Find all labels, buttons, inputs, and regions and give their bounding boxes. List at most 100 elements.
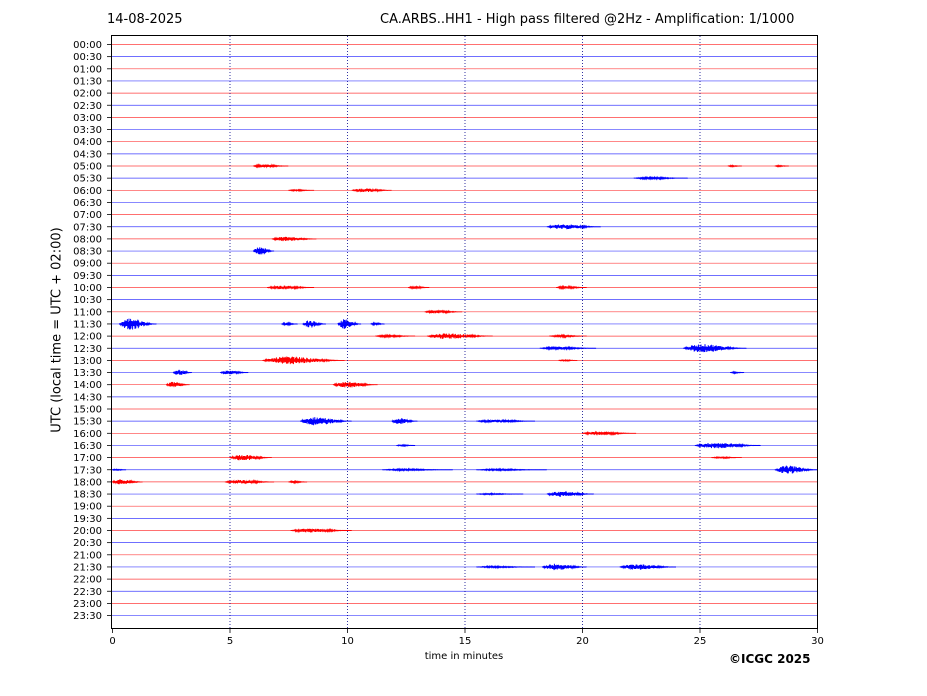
y-tick-label-07:30: 07:30 bbox=[73, 222, 102, 233]
y-tick-label-19:00: 19:00 bbox=[73, 502, 102, 513]
event-11:30-15 bbox=[302, 320, 327, 328]
event-17:00-37 bbox=[711, 456, 742, 460]
event-12:00-18 bbox=[375, 333, 416, 339]
event-17:30-41 bbox=[774, 465, 818, 474]
event-14:00-28 bbox=[165, 381, 190, 388]
event-17:30-38 bbox=[111, 468, 127, 472]
y-tick-label-15:00: 15:00 bbox=[73, 405, 102, 416]
event-10:00-11 bbox=[556, 284, 587, 291]
event-13:30-26 bbox=[219, 370, 249, 375]
event-06:00-5 bbox=[351, 187, 392, 193]
y-tick-label-04:30: 04:30 bbox=[73, 149, 102, 160]
event-16:00-33 bbox=[582, 430, 637, 436]
plot-frame bbox=[111, 35, 818, 629]
event-16:30-34 bbox=[396, 443, 416, 448]
event-13:00-23 bbox=[262, 356, 345, 365]
event-05:00-1 bbox=[727, 164, 742, 168]
trace-layer bbox=[111, 44, 818, 616]
y-tick-label-10:00: 10:00 bbox=[73, 283, 102, 294]
grid-layer bbox=[229, 36, 701, 628]
y-tick-label-11:00: 11:00 bbox=[73, 307, 102, 318]
x-tick-label-0: 0 bbox=[109, 636, 115, 647]
y-tick-label-03:30: 03:30 bbox=[73, 125, 102, 136]
event-15:30-32 bbox=[476, 418, 535, 424]
y-tick-label-11:30: 11:30 bbox=[73, 319, 102, 330]
y-tick-label-05:00: 05:00 bbox=[73, 162, 102, 173]
y-tick-label-10:30: 10:30 bbox=[73, 295, 102, 306]
y-tick-label-20:30: 20:30 bbox=[73, 538, 102, 549]
event-08:30-8 bbox=[252, 247, 275, 255]
event-12:30-21 bbox=[539, 345, 597, 351]
event-13:30-25 bbox=[172, 369, 192, 375]
x-tick-label-15: 15 bbox=[459, 636, 472, 647]
event-17:00-36 bbox=[229, 454, 272, 461]
event-13:00-24 bbox=[558, 358, 578, 362]
event-10:00-10 bbox=[408, 285, 430, 290]
y-tick-label-14:00: 14:00 bbox=[73, 380, 102, 391]
event-05:00-2 bbox=[774, 164, 789, 168]
event-11:30-16 bbox=[337, 319, 362, 329]
event-21:30-49 bbox=[541, 563, 587, 571]
event-12:00-20 bbox=[549, 333, 587, 339]
y-tick-label-18:00: 18:00 bbox=[73, 477, 102, 488]
y-tick-label-08:00: 08:00 bbox=[73, 234, 102, 245]
event-17:30-40 bbox=[476, 467, 547, 472]
x-axis: 0 5 10 15 20 25 30 bbox=[109, 628, 824, 647]
y-tick-label-23:30: 23:30 bbox=[73, 611, 102, 622]
y-tick-label-16:00: 16:00 bbox=[73, 429, 102, 440]
chart-title: CA.ARBS..HH1 - High pass filtered @2Hz -… bbox=[380, 12, 795, 27]
y-tick-label-18:30: 18:30 bbox=[73, 490, 102, 501]
y-tick-label-13:30: 13:30 bbox=[73, 368, 102, 379]
y-axis-label: UTC (local time = UTC + 02:00) bbox=[49, 227, 65, 433]
copyright-label: ©ICGC 2025 bbox=[729, 652, 811, 666]
y-tick-label-15:30: 15:30 bbox=[73, 417, 102, 428]
y-tick-label-04:00: 04:00 bbox=[73, 137, 102, 148]
y-tick-label-02:00: 02:00 bbox=[73, 89, 102, 100]
event-12:00-19 bbox=[426, 333, 493, 339]
y-tick-label-12:30: 12:30 bbox=[73, 344, 102, 355]
event-11:30-13 bbox=[118, 318, 157, 330]
y-tick-label-23:00: 23:00 bbox=[73, 599, 102, 610]
y-tick-label-12:00: 12:00 bbox=[73, 332, 102, 343]
y-tick-label-06:30: 06:30 bbox=[73, 198, 102, 209]
event-11:30-17 bbox=[370, 321, 385, 327]
x-tick-label-10: 10 bbox=[341, 636, 354, 647]
y-tick-label-21:00: 21:00 bbox=[73, 550, 102, 561]
event-06:00-4 bbox=[288, 188, 315, 193]
y-tick-label-08:30: 08:30 bbox=[73, 247, 102, 258]
event-18:30-45 bbox=[476, 492, 524, 496]
y-tick-label-02:30: 02:30 bbox=[73, 101, 102, 112]
x-axis-label: time in minutes bbox=[424, 651, 504, 662]
y-tick-label-01:00: 01:00 bbox=[73, 64, 102, 75]
event-10:00-9 bbox=[267, 284, 315, 291]
event-16:30-35 bbox=[694, 442, 761, 449]
y-tick-label-19:30: 19:30 bbox=[73, 514, 102, 525]
event-18:30-46 bbox=[546, 491, 594, 497]
event-05:00-0 bbox=[252, 163, 289, 169]
y-tick-label-05:30: 05:30 bbox=[73, 174, 102, 185]
y-tick-label-00:00: 00:00 bbox=[73, 40, 102, 51]
y-tick-label-16:30: 16:30 bbox=[73, 441, 102, 452]
event-21:30-48 bbox=[476, 564, 535, 570]
y-tick-label-20:00: 20:00 bbox=[73, 526, 102, 537]
y-tick-label-22:30: 22:30 bbox=[73, 587, 102, 598]
x-tick-label-30: 30 bbox=[811, 636, 824, 647]
event-21:30-50 bbox=[619, 564, 676, 570]
x-tick-label-25: 25 bbox=[694, 636, 707, 647]
event-18:00-42 bbox=[111, 479, 143, 485]
event-15:30-30 bbox=[299, 417, 352, 426]
x-tick-label-5: 5 bbox=[227, 636, 233, 647]
y-tick-label-01:30: 01:30 bbox=[73, 76, 102, 87]
event-05:30-3 bbox=[633, 175, 688, 181]
event-13:30-27 bbox=[729, 370, 745, 375]
event-18:00-43 bbox=[224, 479, 275, 485]
y-tick-label-17:00: 17:00 bbox=[73, 453, 102, 464]
y-tick-label-07:00: 07:00 bbox=[73, 210, 102, 221]
y-tick-label-14:30: 14:30 bbox=[73, 392, 102, 403]
y-tick-label-13:00: 13:00 bbox=[73, 356, 102, 367]
y-tick-label-17:30: 17:30 bbox=[73, 465, 102, 476]
y-tick-label-22:00: 22:00 bbox=[73, 575, 102, 586]
event-17:30-39 bbox=[382, 467, 453, 473]
